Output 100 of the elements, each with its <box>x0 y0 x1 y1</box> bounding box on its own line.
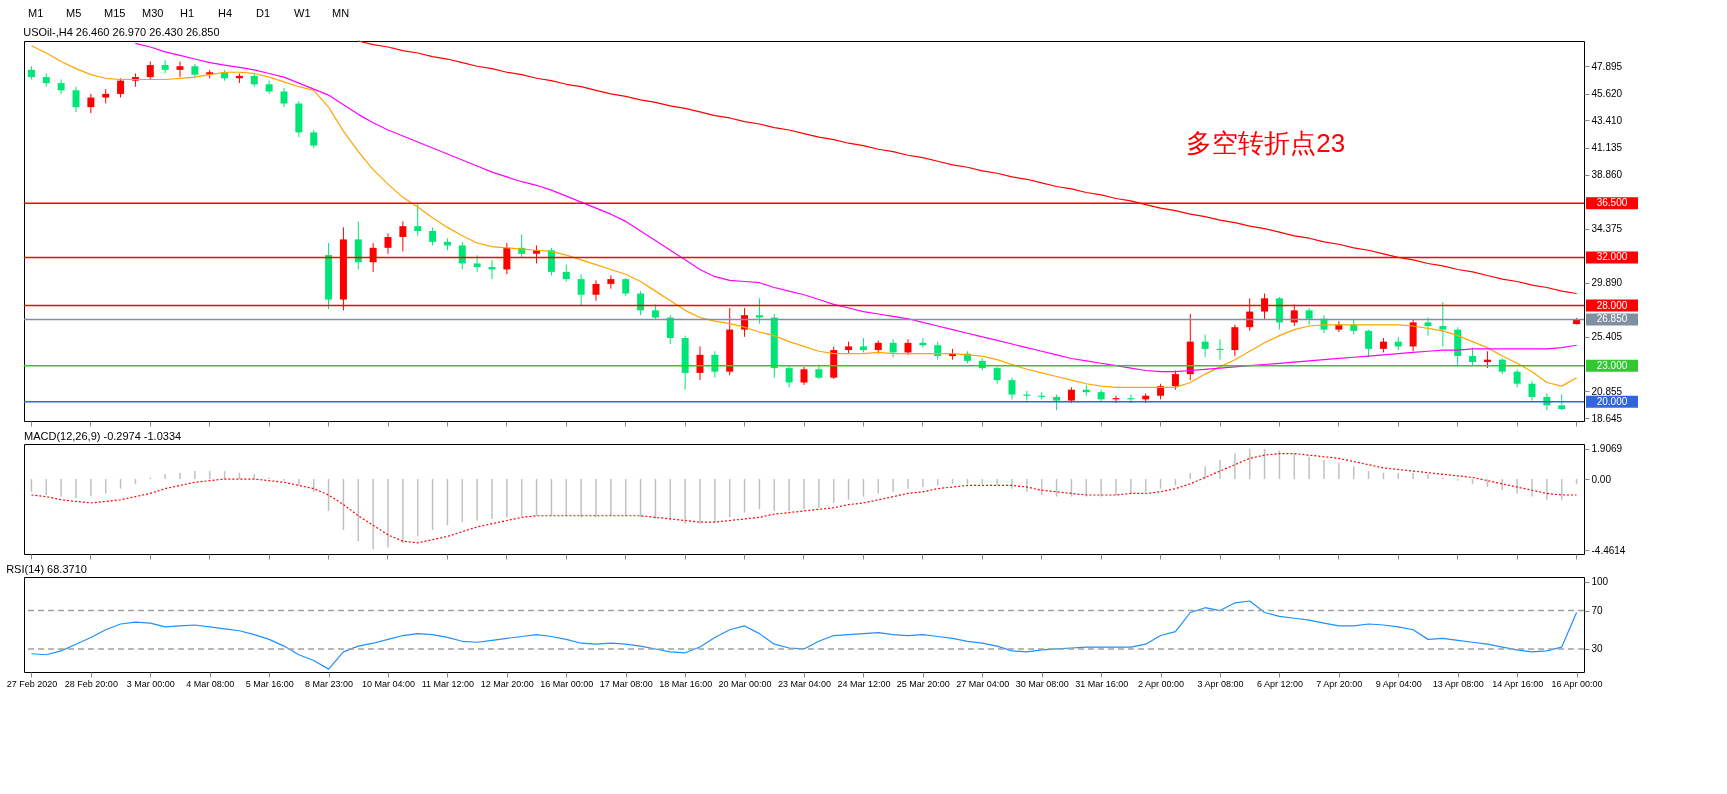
x-tick-label: 28 Feb 20:00 <box>64 678 118 689</box>
candlestick <box>429 226 437 246</box>
x-tick-label: 13 Apr 08:00 <box>1432 678 1484 689</box>
text: M1 <box>28 7 44 19</box>
candlestick <box>889 338 897 358</box>
text: H4 <box>218 7 233 19</box>
text: D1 <box>256 7 271 19</box>
candlestick <box>622 277 630 297</box>
candlestick <box>1171 369 1179 391</box>
candlestick <box>1008 377 1016 400</box>
y-tick-label: 20.855 <box>1591 385 1623 397</box>
x-tick-label: 3 Apr 08:00 <box>1197 678 1244 689</box>
candlestick <box>666 314 674 345</box>
x-tick-label: 3 Mar 00:00 <box>126 678 175 689</box>
line-series <box>30 600 1578 670</box>
x-tick-label: 8 Mar 23:00 <box>305 678 354 689</box>
y-tick-label: 47.895 <box>1591 60 1623 72</box>
x-tick-label: 24 Mar 12:00 <box>837 678 891 689</box>
text: H1 <box>180 7 195 19</box>
ref-line-label: 32.000 <box>1596 251 1628 263</box>
y-tick-label: 38.860 <box>1591 169 1623 181</box>
y-tick-label: 70 <box>1591 605 1604 617</box>
text: M15 <box>104 7 126 19</box>
candlestick <box>57 78 65 95</box>
x-tick-label: 27 Feb 2020 <box>6 678 58 689</box>
chart-title: MACD(12,26,9) -0.2974 -1.0334 <box>24 429 182 442</box>
candlestick <box>1231 324 1239 357</box>
candlestick <box>755 297 763 325</box>
candlestick <box>1439 301 1447 347</box>
ref-line-label: 36.500 <box>1596 197 1628 209</box>
x-tick-label: 4 Mar 08:00 <box>186 678 235 689</box>
candlestick <box>354 220 362 270</box>
candlestick <box>607 274 615 290</box>
x-tick-label: 25 Mar 20:00 <box>896 678 950 689</box>
candlestick <box>87 93 95 114</box>
candlestick <box>711 350 719 379</box>
candlestick <box>146 60 154 80</box>
candlestick <box>1335 320 1343 333</box>
text: M5 <box>66 7 82 19</box>
candlestick <box>399 220 407 252</box>
y-tick-label: 29.890 <box>1591 277 1623 289</box>
candlestick <box>934 341 942 361</box>
x-tick-label: 31 Mar 16:00 <box>1075 678 1129 689</box>
y-tick-label: 43.410 <box>1591 114 1623 126</box>
text: W1 <box>294 7 311 19</box>
candlestick <box>280 87 288 108</box>
x-tick-label: 16 Apr 00:00 <box>1551 678 1603 689</box>
y-tick-label: 100 <box>1591 576 1609 588</box>
x-tick-label: 30 Mar 08:00 <box>1015 678 1069 689</box>
x-tick-label: 23 Mar 04:00 <box>777 678 832 689</box>
chart-title: USOil-,H4 26.460 26.970 26.430 26.850 <box>23 26 220 39</box>
y-tick-label: -4.4614 <box>1591 544 1626 556</box>
candlestick <box>592 279 600 302</box>
x-tick-label: 27 Mar 04:00 <box>956 678 1010 689</box>
ref-line-label: 20.000 <box>1596 395 1628 407</box>
text: M30 <box>142 7 164 19</box>
candlestick <box>176 60 184 78</box>
y-tick-label: 45.620 <box>1591 88 1623 100</box>
x-tick-label: 14 Apr 16:00 <box>1492 678 1544 689</box>
line-series <box>30 452 1578 544</box>
candlestick <box>384 232 392 255</box>
y-tick-label: 30 <box>1591 643 1604 655</box>
candlestick <box>800 366 808 386</box>
candlestick <box>473 254 481 273</box>
annotation: 多空转折点23 <box>1186 127 1346 158</box>
y-tick-label: 1.9069 <box>1591 443 1623 455</box>
candlestick <box>1528 380 1536 402</box>
ref-line-label: 23.000 <box>1596 359 1628 371</box>
chart-title: RSI(14) 68.3710 <box>6 562 87 575</box>
candlestick <box>414 202 422 237</box>
candlestick <box>161 59 169 74</box>
x-tick-label: 2 Apr 00:00 <box>1138 678 1185 689</box>
x-tick-label: 10 Mar 04:00 <box>361 678 416 689</box>
candlestick <box>547 247 555 276</box>
x-tick-label: 5 Mar 16:00 <box>245 678 294 689</box>
candlestick <box>1469 347 1477 367</box>
candlestick <box>1424 317 1432 337</box>
candlestick <box>117 77 125 99</box>
candlestick <box>1201 333 1209 358</box>
candlestick <box>1513 368 1521 388</box>
candlestick <box>72 86 80 113</box>
candlestick <box>577 273 585 307</box>
candlestick <box>785 365 793 388</box>
x-tick-label: 9 Apr 04:00 <box>1375 678 1422 689</box>
text: MN <box>332 7 350 19</box>
x-tick-label: 20 Mar 00:00 <box>718 678 772 689</box>
y-tick-label: 25.405 <box>1591 331 1623 343</box>
x-tick-label: 12 Mar 20:00 <box>480 678 534 689</box>
x-tick-label: 7 Apr 20:00 <box>1316 678 1363 689</box>
candlestick <box>1365 329 1373 358</box>
x-tick-label: 16 Mar 00:00 <box>540 678 594 689</box>
y-tick-label: 0.00 <box>1591 473 1612 485</box>
x-tick-label: 18 Mar 16:00 <box>659 678 713 689</box>
x-tick-label: 6 Apr 12:00 <box>1256 678 1303 689</box>
x-tick-label: 17 Mar 08:00 <box>599 678 653 689</box>
ref-line-label: 28.000 <box>1596 299 1628 311</box>
candlestick <box>458 241 466 270</box>
y-tick-label: 41.135 <box>1591 142 1623 154</box>
candlestick <box>310 129 318 149</box>
x-tick-label: 11 Mar 12:00 <box>421 678 475 689</box>
